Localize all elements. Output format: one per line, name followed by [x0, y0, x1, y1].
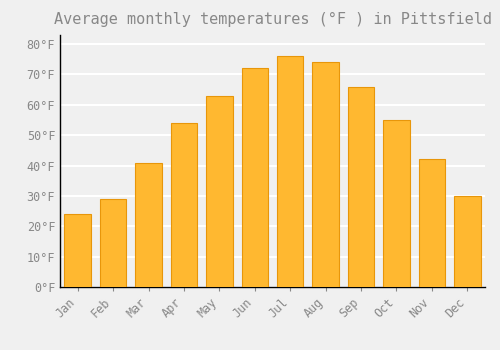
Bar [454, 196, 480, 287]
Bar [64, 214, 91, 287]
Bar [348, 86, 374, 287]
Bar [136, 162, 162, 287]
Title: Average monthly temperatures (°F ) in Pittsfield: Average monthly temperatures (°F ) in Pi… [54, 12, 492, 27]
Bar [170, 123, 197, 287]
Bar [242, 68, 268, 287]
Bar [100, 199, 126, 287]
Bar [312, 62, 339, 287]
Bar [206, 96, 233, 287]
Bar [418, 160, 445, 287]
Bar [383, 120, 409, 287]
Bar [277, 56, 303, 287]
